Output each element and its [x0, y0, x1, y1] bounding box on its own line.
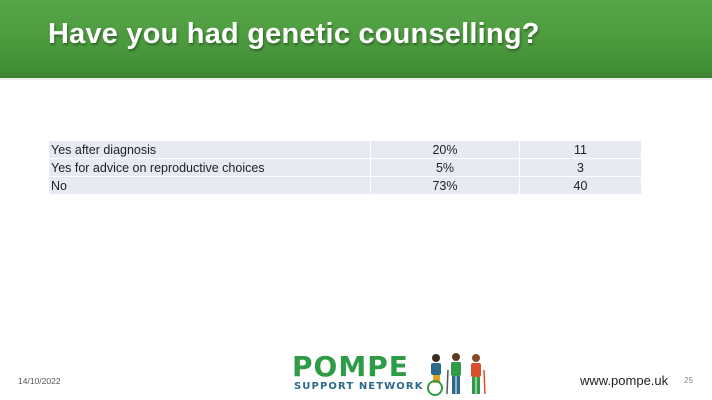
people-figures-icon [427, 353, 486, 396]
table-row: No 73% 40 [48, 176, 642, 195]
slide-title: Have you had genetic counselling? [48, 18, 540, 50]
results-table: Yes after diagnosis 20% 11 Yes for advic… [48, 140, 642, 195]
table-row: Yes for advice on reproductive choices 5… [48, 158, 642, 177]
page-number: 25 [684, 376, 693, 385]
website-url: www.pompe.uk [580, 373, 669, 388]
row-percent: 73% [370, 176, 520, 195]
row-count: 3 [519, 158, 642, 177]
row-label: No [48, 176, 371, 195]
logo-subtitle: SUPPORT NETWORK [294, 381, 424, 392]
row-percent: 20% [370, 140, 520, 159]
row-percent: 5% [370, 158, 520, 177]
title-bar-shadow [0, 70, 712, 80]
row-count: 40 [519, 176, 642, 195]
row-label: Yes for advice on reproductive choices [48, 158, 371, 177]
table-row: Yes after diagnosis 20% 11 [48, 140, 642, 159]
slide-date: 14/10/2022 [18, 376, 61, 386]
pompe-logo: POMPE SUPPORT NETWORK [292, 352, 492, 398]
row-count: 11 [519, 140, 642, 159]
logo-wordmark: POMPE [292, 350, 409, 383]
title-bar [0, 0, 712, 78]
row-label: Yes after diagnosis [48, 140, 371, 159]
